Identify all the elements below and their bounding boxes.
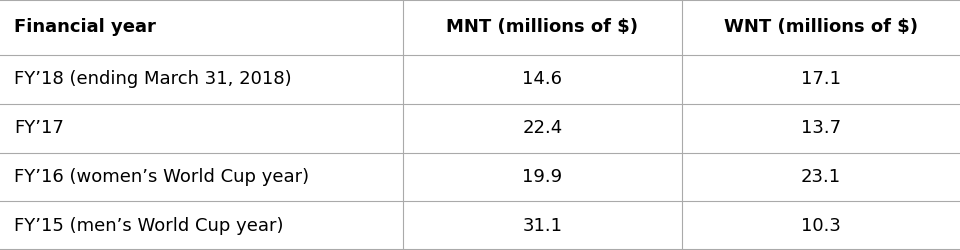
Text: 10.3: 10.3 <box>801 216 841 234</box>
Text: FY’16 (women’s World Cup year): FY’16 (women’s World Cup year) <box>14 168 309 186</box>
Text: 19.9: 19.9 <box>522 168 563 186</box>
Text: WNT (millions of $): WNT (millions of $) <box>724 18 918 36</box>
Text: MNT (millions of $): MNT (millions of $) <box>446 18 638 36</box>
Text: 13.7: 13.7 <box>801 119 841 137</box>
Text: FY’17: FY’17 <box>14 119 64 137</box>
Text: 14.6: 14.6 <box>522 70 563 88</box>
Text: 23.1: 23.1 <box>801 168 841 186</box>
Text: FY’15 (men’s World Cup year): FY’15 (men’s World Cup year) <box>14 216 284 234</box>
Text: 31.1: 31.1 <box>522 216 563 234</box>
Text: Financial year: Financial year <box>14 18 156 36</box>
Text: FY’18 (ending March 31, 2018): FY’18 (ending March 31, 2018) <box>14 70 292 88</box>
Text: 17.1: 17.1 <box>801 70 841 88</box>
Text: 22.4: 22.4 <box>522 119 563 137</box>
